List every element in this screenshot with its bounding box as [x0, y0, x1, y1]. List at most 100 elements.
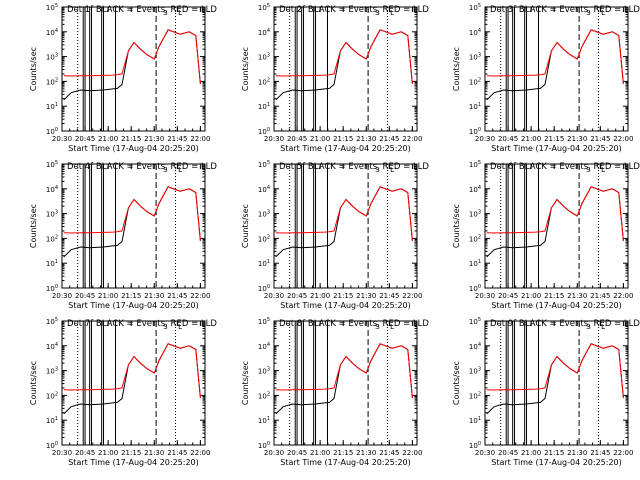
y-tick-label: 100 — [46, 284, 58, 293]
y-tick-label: 103 — [258, 367, 270, 376]
x-tick-label: 21:00 — [98, 135, 118, 143]
x-tick-label: 21:30 — [356, 292, 376, 300]
interval-marker — [101, 320, 105, 446]
x-axis-label: Start Time (17-Aug-04 20:25:20) — [491, 458, 622, 467]
x-tick-label: 21:15 — [333, 135, 353, 143]
x-tick-label: 22:00 — [613, 292, 633, 300]
y-tick-label: 104 — [258, 185, 270, 194]
panel-det-4: S L 100 101 102 103 104 105 20:30 20:45 21:00 21:15… — [29, 160, 217, 310]
x-tick-label: 20:30 — [264, 135, 284, 143]
y-tick-label: 100 — [258, 441, 270, 450]
x-tick-label: 21:45 — [590, 135, 610, 143]
y-tick-label: 101 — [469, 259, 481, 268]
x-tick-label: 21:45 — [590, 292, 610, 300]
interval-marker — [524, 163, 528, 289]
interval-marker — [294, 163, 298, 289]
x-tick-label: 20:45 — [75, 449, 95, 457]
plot-frame — [484, 6, 629, 132]
y-tick-label: 104 — [46, 28, 58, 37]
marker-symbol: S — [163, 166, 168, 174]
y-tick-label: 102 — [469, 391, 481, 400]
series-line-events — [275, 186, 413, 258]
plot-frame — [273, 320, 418, 446]
y-tick-label: 102 — [469, 234, 481, 243]
y-tick-label: 104 — [469, 342, 481, 351]
x-tick-label: 21:15 — [121, 449, 141, 457]
x-axis-label: Start Time (17-Aug-04 20:25:20) — [491, 301, 622, 310]
y-tick-label: 105 — [469, 3, 481, 12]
y-tick-label: 103 — [469, 53, 481, 62]
x-tick-label: 22:00 — [402, 135, 422, 143]
y-tick-label: 100 — [46, 441, 58, 450]
chart-title: Det 5f BLACK = Events, RED = LLD — [279, 162, 429, 172]
chart-title: Det 7f BLACK = Events, RED = LLD — [67, 319, 217, 329]
y-tick-label: 105 — [46, 3, 58, 12]
x-tick-label: 20:45 — [498, 135, 518, 143]
chart-title: Det 3f BLACK = Events, RED = LLD — [490, 5, 640, 15]
interval-marker — [512, 163, 516, 289]
x-axis-label: Start Time (17-Aug-04 20:25:20) — [68, 458, 199, 467]
y-axis-label: Counts/sec — [241, 204, 250, 248]
panel-det-1: S L 100 101 102 103 104 105 20:30 20:45 21:00 21:15… — [29, 3, 217, 153]
chart-title: Det 2f BLACK = Events, RED = LLD — [279, 5, 429, 15]
y-tick-label: 105 — [258, 317, 270, 326]
x-tick-label: 21:45 — [379, 292, 399, 300]
y-tick-label: 101 — [258, 102, 270, 111]
marker-symbol: L — [390, 323, 394, 331]
series-line-lld — [275, 343, 413, 398]
x-tick-label: 21:45 — [590, 449, 610, 457]
x-tick-label: 21:00 — [310, 292, 330, 300]
marker-symbol: L — [178, 9, 182, 17]
x-tick-label: 21:30 — [567, 292, 587, 300]
x-axis-label: Start Time (17-Aug-04 20:25:20) — [280, 301, 411, 310]
x-tick-label: 21:30 — [356, 449, 376, 457]
y-tick-label: 104 — [469, 185, 481, 194]
x-tick-label: 22:00 — [402, 292, 422, 300]
series-line-events — [486, 186, 624, 258]
plot-frame — [273, 163, 418, 289]
x-axis-label: Start Time (17-Aug-04 20:25:20) — [68, 301, 199, 310]
x-axis-label: Start Time (17-Aug-04 20:25:20) — [280, 144, 411, 153]
y-tick-label: 101 — [46, 102, 58, 111]
marker-symbol: L — [601, 323, 605, 331]
y-tick-label: 102 — [258, 391, 270, 400]
y-tick-label: 103 — [469, 367, 481, 376]
y-tick-label: 103 — [46, 210, 58, 219]
y-axis-label: Counts/sec — [452, 361, 461, 405]
x-tick-label: 21:15 — [333, 449, 353, 457]
interval-marker — [313, 320, 317, 446]
y-tick-label: 102 — [46, 77, 58, 86]
x-tick-label: 21:00 — [521, 449, 541, 457]
panel-det-7: S L 100 101 102 103 104 105 20:30 20:45 21:00 21:15… — [29, 317, 217, 467]
interval-marker — [82, 6, 86, 132]
marker-symbol: L — [178, 166, 182, 174]
panel-det-8: S L 100 101 102 103 104 105 20:30 20:45 21:00 21:15… — [241, 317, 429, 467]
x-tick-label: 20:45 — [75, 135, 95, 143]
x-tick-label: 21:15 — [121, 292, 141, 300]
x-tick-label: 20:45 — [498, 449, 518, 457]
plot-frame — [484, 163, 629, 289]
y-tick-label: 104 — [258, 342, 270, 351]
x-tick-label: 21:15 — [544, 292, 564, 300]
y-tick-label: 100 — [469, 441, 481, 450]
marker-symbol: S — [586, 9, 591, 17]
x-tick-label: 20:30 — [52, 135, 72, 143]
series-line-lld — [63, 29, 201, 84]
x-axis-label: Start Time (17-Aug-04 20:25:20) — [491, 144, 622, 153]
y-tick-label: 100 — [46, 127, 58, 136]
plot-frame — [484, 320, 629, 446]
marker-symbol: L — [601, 166, 605, 174]
x-tick-label: 21:00 — [98, 449, 118, 457]
chart-title: Det 6f BLACK = Events, RED = LLD — [490, 162, 640, 172]
chart-title: Det 1f BLACK = Events, RED = LLD — [67, 5, 217, 15]
y-tick-label: 103 — [46, 53, 58, 62]
x-tick-label: 20:45 — [498, 292, 518, 300]
x-tick-label: 20:45 — [287, 292, 307, 300]
y-tick-label: 104 — [46, 342, 58, 351]
x-tick-label: 21:45 — [167, 135, 187, 143]
y-tick-label: 102 — [469, 77, 481, 86]
series-line-events — [63, 29, 201, 101]
x-tick-label: 21:00 — [310, 449, 330, 457]
panel-det-9: S L 100 101 102 103 104 105 20:30 20:45 21:00 21:15… — [452, 317, 640, 467]
interval-marker — [82, 163, 86, 289]
